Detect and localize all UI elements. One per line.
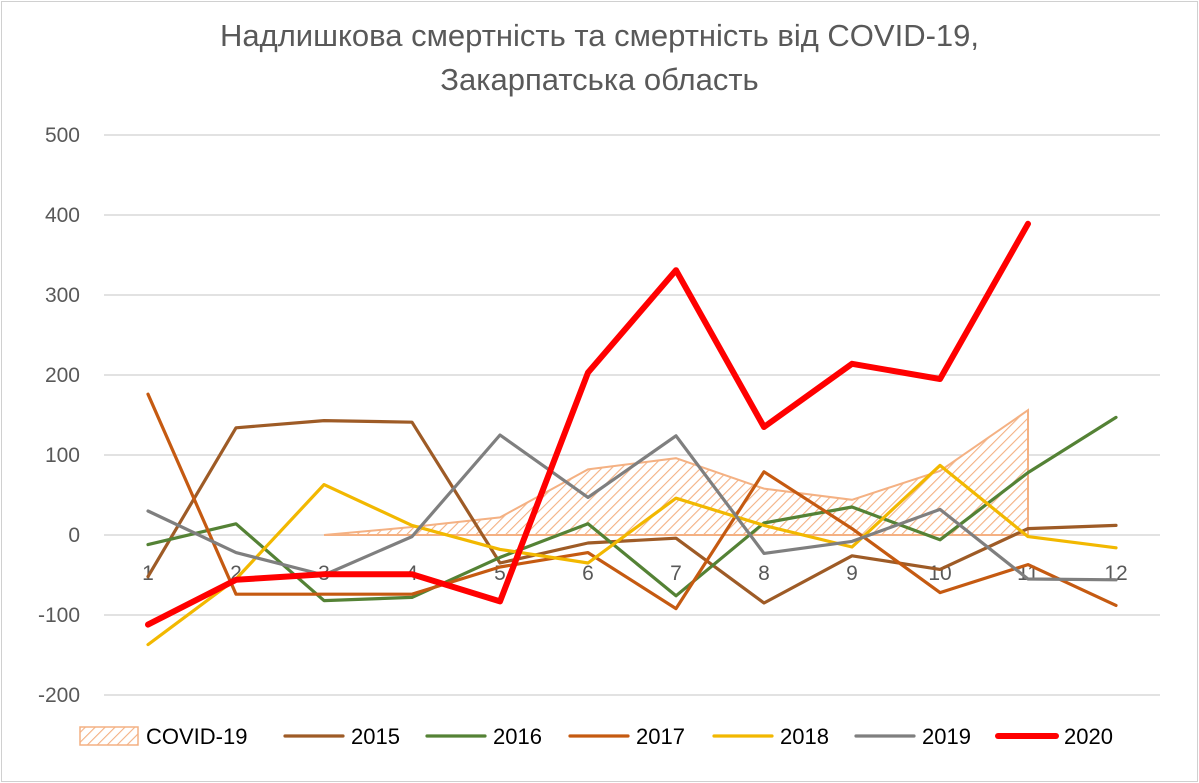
y-tick-label: 300 (45, 284, 80, 307)
legend: COVID-19 2015 2016 2017 2018 2019 2020 (79, 724, 1113, 749)
line-series-2015 (146, 419, 1118, 605)
legend-label: COVID-19 (146, 724, 247, 749)
y-tick-label: 400 (45, 204, 80, 227)
y-tick-label: 200 (45, 364, 80, 387)
line-series-2017 (146, 392, 1118, 611)
line-series-2016 (146, 415, 1118, 603)
legend-item-2020: 2020 (995, 724, 1113, 749)
x-tick-label: 6 (582, 562, 594, 585)
line-series-layer (145, 220, 1118, 647)
chart-title-line-1: Надлишкова смертність та смертність від … (219, 18, 980, 53)
x-tick-label: 12 (1104, 562, 1127, 585)
y-tick-label: -200 (38, 684, 80, 707)
area-series-layer (323, 408, 1029, 536)
legend-item-covid-19: COVID-19 (79, 724, 247, 749)
y-axis-tick-labels: -200 -100 0 100 200 300 400 500 (38, 124, 80, 707)
area-series-covid-19 (323, 408, 1029, 536)
legend-label: 2015 (351, 724, 400, 749)
line-series-2018 (146, 463, 1118, 647)
legend-item-2016: 2016 (425, 724, 542, 749)
line-series-2019 (146, 433, 1118, 582)
legend-label: 2016 (493, 724, 542, 749)
legend-label: 2018 (780, 724, 829, 749)
chart-title: Надлишкова смертність та смертність від … (0, 14, 1199, 102)
legend-item-2019: 2019 (854, 724, 971, 749)
line-series-2020 (145, 220, 1031, 628)
x-tick-label: 8 (758, 562, 770, 585)
legend-label: 2017 (636, 724, 685, 749)
x-tick-label: 9 (846, 562, 858, 585)
y-tick-label: -100 (38, 604, 80, 627)
x-tick-label: 7 (670, 562, 682, 585)
y-tick-label: 500 (45, 124, 80, 147)
chart-title-line-2: Закарпатська область (440, 62, 759, 97)
x-tick-label: 2 (230, 562, 242, 585)
legend-item-2018: 2018 (712, 724, 829, 749)
gridlines (104, 134, 1160, 696)
y-tick-label: 100 (45, 444, 80, 467)
legend-item-2015: 2015 (283, 724, 400, 749)
y-tick-label: 0 (68, 524, 80, 547)
legend-label: 2019 (922, 724, 971, 749)
x-tick-label: 5 (494, 562, 506, 585)
legend-label: 2020 (1064, 724, 1113, 749)
legend-item-2017: 2017 (568, 724, 685, 749)
legend-swatch (79, 726, 139, 746)
